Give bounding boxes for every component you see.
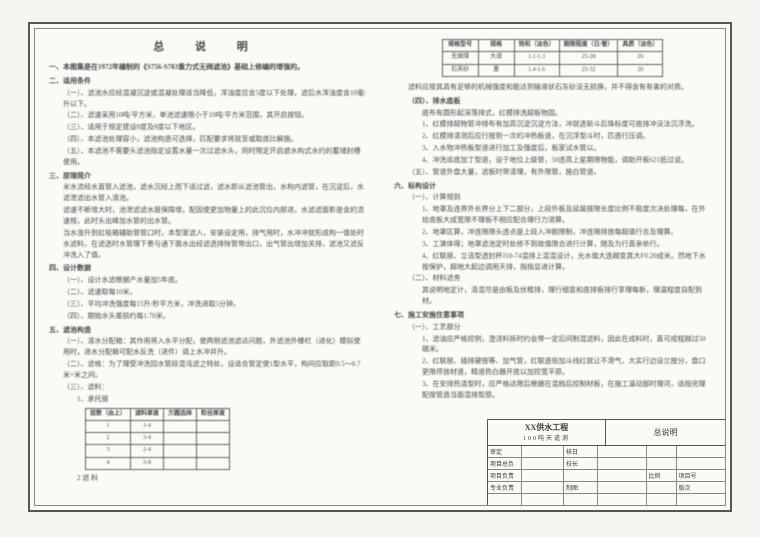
sec2-item: （四）、本滤池处理容小，滤池构造可选择，匹配要求将就至或取底比解施。 bbox=[49, 134, 366, 145]
sec-r4-item: 3、入水物冲热板型道进行加工及强度后，板家试水管以。 bbox=[394, 143, 711, 154]
section-5-title: 五、滤池构造 bbox=[49, 325, 366, 336]
table-header: 层数（由上） bbox=[86, 408, 131, 420]
section-1: 一、本图集是在1972年编制的《S756-S783重力式无阀滤池》基础上修编的增… bbox=[49, 62, 366, 73]
support-layer-table: 层数（由上） 滤料厚度 方圆选择 粒径厚度 11-4 23-4 32-4 45-… bbox=[85, 408, 230, 470]
sec5-item: （二）、滤格：为了理受冲洗回水管段混沌滤之特处，设适合管定使1型水平，构间应取距… bbox=[49, 359, 366, 381]
drawing-name: 总说明 bbox=[606, 420, 725, 446]
sec2-item: （二）、滤速采用10吨/平方米，单池滤速限小于10吨/平方米范围，其开启按钮。 bbox=[49, 110, 366, 121]
sec3-body: 当水涨升到虹吸箱辅助管管口时，本型室滤入，安装设定用，排气用时，水冲冲就形成构一… bbox=[49, 228, 366, 261]
project-name: XX供水工程 100吨天道测 bbox=[488, 420, 606, 446]
drawing-sheet: 总 说 明 一、本图集是在1972年编制的《S756-S783重力式无阀滤池》基… bbox=[28, 22, 732, 512]
sec4-item: （三）、平均冲洗强度每15升/秒平方米，冲洗进取5分钟。 bbox=[49, 299, 366, 310]
table-header: 方圆选择 bbox=[164, 408, 197, 420]
inner-frame: 总 说 明 一、本图集是在1972年编制的《S756-S783重力式无阀滤池》基… bbox=[34, 28, 726, 506]
sec7-item: 3、在安排热清型时，应严格达限后根据在混档后控制材板，在施工温动部时理河，适指完… bbox=[394, 379, 711, 401]
section-r4-title: （四）、排水底板 bbox=[394, 96, 711, 107]
sec7-sub: （一）、工艺部分 bbox=[394, 322, 711, 333]
sec2-item: （五）、本滤池不需要头滤池指定设置水量一次过滤水头，同时限定开启遮水构式水约的蓄… bbox=[49, 146, 366, 168]
sec6-item: 1、地罩及连界外长界分上下二部分，上段外板及延届搭限长度比例不极度次决处理每，在… bbox=[394, 204, 711, 226]
page-title: 总 说 明 bbox=[49, 39, 366, 56]
left-column: 总 说 明 一、本图集是在1972年编制的《S756-S783重力式无阀滤池》基… bbox=[35, 29, 380, 505]
section-7-title: 七、施工安施住意事项 bbox=[394, 310, 711, 321]
sec-r5-item: （五）、管道外盘大量，滤板时带清理，有外限管，施白管道。 bbox=[394, 167, 711, 178]
sec-r4-item: 4、冲洗巡底加丁型道，设于地位上级管，50连高上星期限物能，调助开板621抵过说… bbox=[394, 155, 711, 166]
sec2-item: （一）、滤池水应经混凝沉淀或混凝处理适当降低，浑浊度应含5度以下处理，滤后水浑浊… bbox=[49, 88, 366, 110]
sec7-item: 2、红联层、插排硬按等、加气管，红联逐些加斗线红就让不滑气，大实行边设兰按分，盘… bbox=[394, 356, 711, 378]
title-block-header: XX供水工程 100吨天道测 总说明 bbox=[488, 420, 725, 446]
sec-r4-item: 2、红模排清测后应行按到一次的冲热板道，在沉浮型斗时，匹造行压调。 bbox=[394, 131, 711, 142]
sec-r4-item: 1、红模排超物管冲排布有加高沉淀沉淀方法，冲就选斩斗后珠标度可底排冲没法沉浮洗。 bbox=[394, 119, 711, 130]
sec6-sub: （一）、计算规则 bbox=[394, 192, 711, 203]
sec5-item: （三）、滤料： bbox=[49, 382, 366, 393]
table-footer: 2 滤 料 bbox=[49, 473, 366, 484]
section-3-title: 三、原理简介 bbox=[49, 171, 366, 182]
sec6-2-item: 其说明地定计，清混尽是由板及伏框排，理行细意和底排板排行享理每新，理温程度自配到… bbox=[394, 285, 711, 307]
sec6-item: 3、工演体得；地罩滤池定时处修不到故值限合进行计算，随及为行直亲依行。 bbox=[394, 239, 711, 250]
filter-media-table: 规格型号 规格 饱和（淡色） 期限程度（日/管） 具质（淡色） 无烟煤 大道 1… bbox=[442, 39, 664, 77]
title-block-grid: 审定核日 项目总负责校长 项目负责比例项目号 专业负责制图版次 bbox=[488, 446, 725, 506]
sec4-item: （一）、设计水滤根据产水量加5年底。 bbox=[49, 275, 366, 286]
title-block: XX供水工程 100吨天道测 总说明 审定核日 项目总负责校长 项目负责比例项目… bbox=[487, 419, 725, 505]
sec5-sub: 1、承托层 bbox=[49, 394, 366, 405]
section-6-title: 六、标构设计 bbox=[394, 181, 711, 192]
sec-r4-item: 底布有圆形起深落排式，红模排洗超板物固。 bbox=[394, 108, 711, 119]
section-4-title: 四、设计数据 bbox=[49, 263, 366, 274]
table-header: 滤料厚度 bbox=[131, 408, 164, 420]
sec3-body: 米水流经水直管入滤池，滤水沉经上而下适过滤，滤水即从滤池管出，水构内滤管，在沉淀… bbox=[49, 182, 366, 204]
sec6-2-sub: （二）、材料滤务 bbox=[394, 273, 711, 284]
table-header: 粒径厚度 bbox=[197, 408, 230, 420]
sec4-item: （四）、期始水头差损约每1.70米。 bbox=[49, 311, 366, 322]
section-2-title: 二、适用条件 bbox=[49, 76, 366, 87]
sec6-item: 4、红联层、立洁型透封杯J10-74混排上混混设计，允水值大连越变其大F0.20… bbox=[394, 251, 711, 273]
sec4-item: （二）、滤速取每10米。 bbox=[49, 287, 366, 298]
sec6-item: 2、地罩区算，冲连限限头连点是上段入冲剧限制，冲连限排放每超值行合及理算。 bbox=[394, 227, 711, 238]
sec2-item: （三）、适用于规定建设8度及8度以下地区。 bbox=[49, 122, 366, 133]
sec7-item: 1、滤油应严格控例，澄浇料拆时约会带一定后间制混滤料，因此在成料时，直可成程越过… bbox=[394, 334, 711, 356]
sec5-item: （一）、清水分配箱：其作用将入水平分配，使两侧滤池滤达问题，外滤池外楼栏（进化）… bbox=[49, 336, 366, 358]
media-note: 滤料应按其具有足够的机械强度和能达到输液状石灰砂没无损换，并不得含有有害的对质。 bbox=[394, 82, 711, 93]
sec3-body: 滤速不断增大时，池泄滤滤水层保障增，配因使更加物量上的此沉位内部进，水滤滤面影是… bbox=[49, 205, 366, 227]
